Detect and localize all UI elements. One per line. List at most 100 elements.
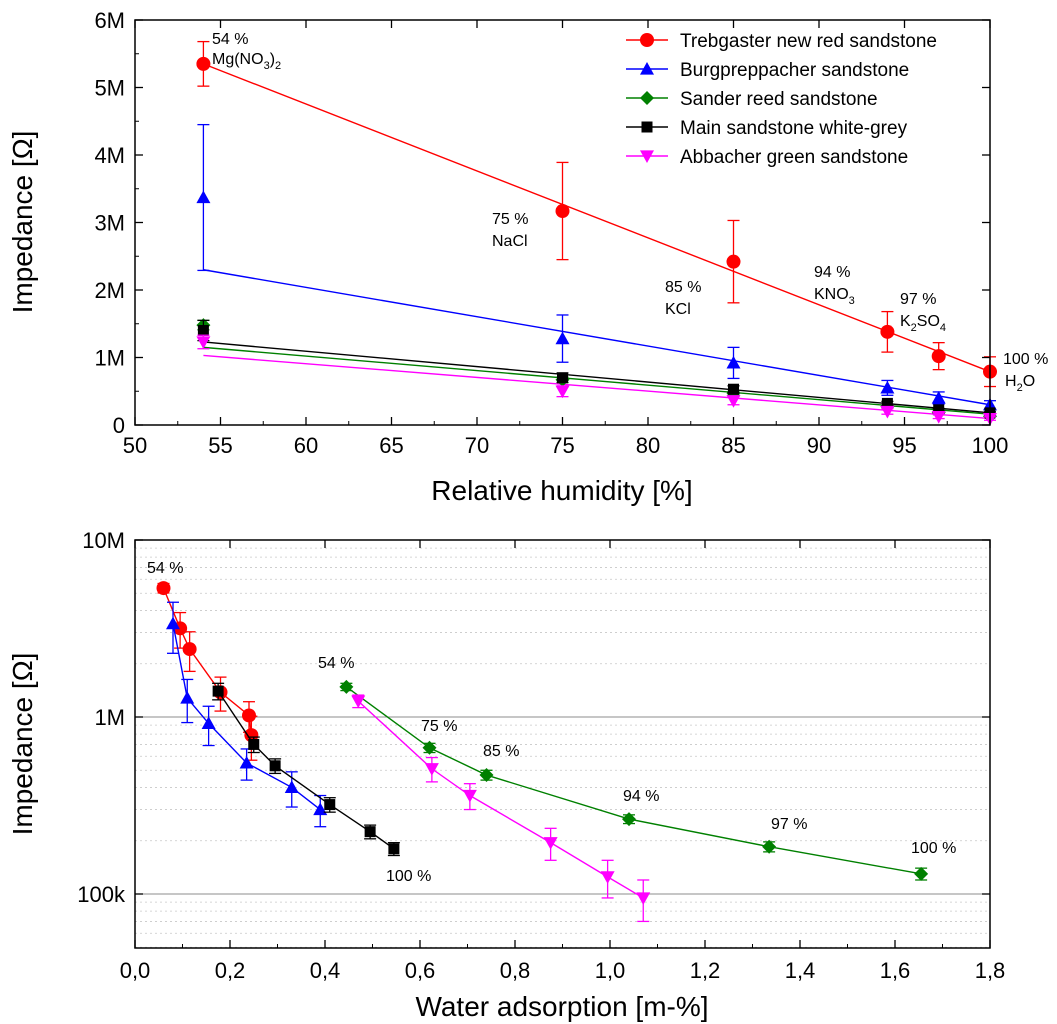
data-point — [196, 56, 211, 71]
data-point — [555, 331, 570, 345]
y-axis-title-bottom: Impedance [Ω] — [7, 653, 38, 836]
data-point — [543, 837, 558, 850]
x-tick-label-bottom: 0,2 — [215, 958, 246, 983]
data-point — [364, 826, 376, 838]
y-tick-label-top: 5M — [94, 76, 125, 101]
data-point — [762, 839, 777, 854]
y-tick-label-top: 2M — [94, 278, 125, 303]
annotation-54-pct: 54 % — [212, 31, 248, 48]
x-tick-label-top: 80 — [636, 433, 660, 458]
annotation-bottom-100-black: 100 % — [386, 868, 431, 885]
annotation-94-pct: 94 % — [814, 264, 850, 281]
annotation-bottom-54-red: 54 % — [147, 560, 183, 577]
legend-label: Main sandstone white-grey — [680, 118, 908, 139]
data-point — [600, 871, 615, 884]
data-point — [914, 866, 929, 881]
x-tick-label-top: 55 — [208, 433, 232, 458]
annotation-bottom-85: 85 % — [483, 743, 519, 760]
y-tick-label-bottom: 10M — [82, 528, 125, 553]
legend-marker — [640, 150, 654, 163]
x-tick-label-top: 75 — [550, 433, 574, 458]
series-line-2 — [345, 686, 922, 875]
annotation-100-salt: H2O — [1005, 373, 1035, 394]
x-axis-title-top: Relative humidity [%] — [431, 475, 692, 506]
y-tick-label-bottom: 1M — [94, 705, 125, 730]
annotation-75-salt: NaCl — [492, 233, 528, 250]
data-point — [555, 204, 570, 219]
fit-line-0 — [203, 63, 991, 373]
data-point — [557, 372, 568, 384]
fit-line-4 — [203, 354, 991, 420]
x-tick-label-bottom: 0,4 — [310, 958, 341, 983]
annotation-54-salt: Mg(NO3)2 — [212, 51, 281, 72]
legend-label: Sander reed sandstone — [680, 89, 878, 110]
data-point — [881, 397, 893, 409]
x-tick-label-top: 50 — [123, 433, 147, 458]
data-point — [166, 616, 180, 630]
data-point — [196, 190, 211, 204]
x-tick-label-bottom: 1,8 — [975, 958, 1006, 983]
data-point — [212, 685, 224, 697]
data-point — [880, 380, 895, 394]
y-tick-label-bottom: 100k — [77, 882, 126, 907]
data-point — [462, 789, 477, 803]
data-point — [248, 738, 260, 750]
data-point — [422, 740, 437, 755]
annotation-94-salt: KNO3 — [814, 286, 855, 307]
data-point — [622, 812, 636, 827]
y-tick-label-top: 3M — [94, 211, 125, 236]
annotation-97-pct: 97 % — [900, 291, 936, 308]
data-point — [269, 760, 281, 772]
x-tick-label-bottom: 1,6 — [880, 958, 911, 983]
annotation-bottom-54-green: 54 % — [318, 655, 354, 672]
data-point — [156, 581, 171, 596]
series-line-4 — [357, 700, 644, 899]
x-tick-label-top: 60 — [294, 433, 318, 458]
annotation-bottom-94: 94 % — [623, 788, 659, 805]
data-point — [726, 254, 741, 269]
data-point — [197, 325, 209, 336]
x-tick-label-bottom: 0,0 — [120, 958, 151, 983]
data-point — [424, 763, 439, 776]
x-tick-label-top: 70 — [465, 433, 489, 458]
data-point — [931, 391, 946, 404]
data-point — [880, 324, 895, 339]
data-point — [933, 404, 945, 416]
y-tick-label-top: 4M — [94, 143, 125, 168]
x-tick-label-bottom: 1,2 — [690, 958, 721, 983]
annotation-bottom-75: 75 % — [421, 718, 457, 735]
data-point — [351, 695, 366, 709]
data-point — [555, 385, 570, 399]
legend-marker — [640, 62, 654, 75]
data-point — [180, 691, 195, 704]
data-point — [388, 843, 400, 855]
annotation-bottom-100-green: 100 % — [911, 840, 956, 857]
annotations-top: 54 % Mg(NO3)2 75 % NaCl 85 % KCl 94 % KN… — [212, 31, 1048, 394]
fit-line-1 — [203, 269, 991, 406]
data-point — [931, 349, 946, 364]
data-point — [726, 355, 741, 369]
x-tick-label-bottom: 1,4 — [785, 958, 816, 983]
annotation-85-pct: 85 % — [665, 279, 701, 296]
y-tick-label-top: 0 — [113, 413, 125, 438]
legend-marker — [640, 91, 654, 105]
annotation-100-pct: 100 % — [1003, 351, 1048, 368]
data-point — [339, 679, 354, 694]
y-tick-label-top: 1M — [94, 346, 125, 371]
x-tick-label-bottom: 0,8 — [500, 958, 531, 983]
x-tick-label-top: 85 — [721, 433, 745, 458]
data-point — [242, 708, 256, 723]
chart-bottom: 0,0 0,2 0,4 0,6 0,8 1,0 1,2 1,4 1,6 1,8100k1M10M … — [7, 528, 1005, 1022]
x-axis-title-bottom: Water adsorption [m-%] — [415, 991, 708, 1022]
data-point — [284, 780, 299, 794]
x-tick-label-top: 65 — [379, 433, 403, 458]
legend-marker — [640, 33, 654, 47]
data-point — [201, 716, 216, 730]
data-point — [726, 395, 741, 408]
annotation-bottom-97: 97 % — [771, 816, 807, 833]
data-point — [880, 405, 895, 419]
data-point — [636, 892, 651, 905]
legend-label: Trebgaster new red sandstone — [680, 31, 937, 52]
annotations-bottom: 54 % 54 % 75 % 85 % 94 % 97 % 100 % 100 … — [147, 560, 956, 885]
